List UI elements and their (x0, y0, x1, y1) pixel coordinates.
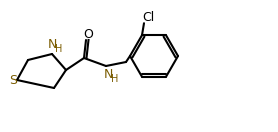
Text: H: H (111, 74, 119, 84)
Text: N: N (103, 67, 113, 81)
Text: S: S (9, 74, 17, 86)
Text: O: O (83, 27, 93, 41)
Text: H: H (55, 44, 63, 54)
Text: N: N (47, 39, 57, 51)
Text: Cl: Cl (142, 11, 154, 24)
